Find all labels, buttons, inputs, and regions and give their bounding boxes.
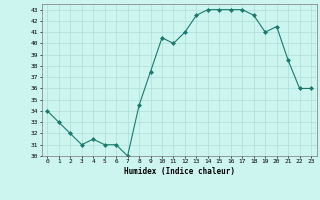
X-axis label: Humidex (Indice chaleur): Humidex (Indice chaleur)	[124, 167, 235, 176]
